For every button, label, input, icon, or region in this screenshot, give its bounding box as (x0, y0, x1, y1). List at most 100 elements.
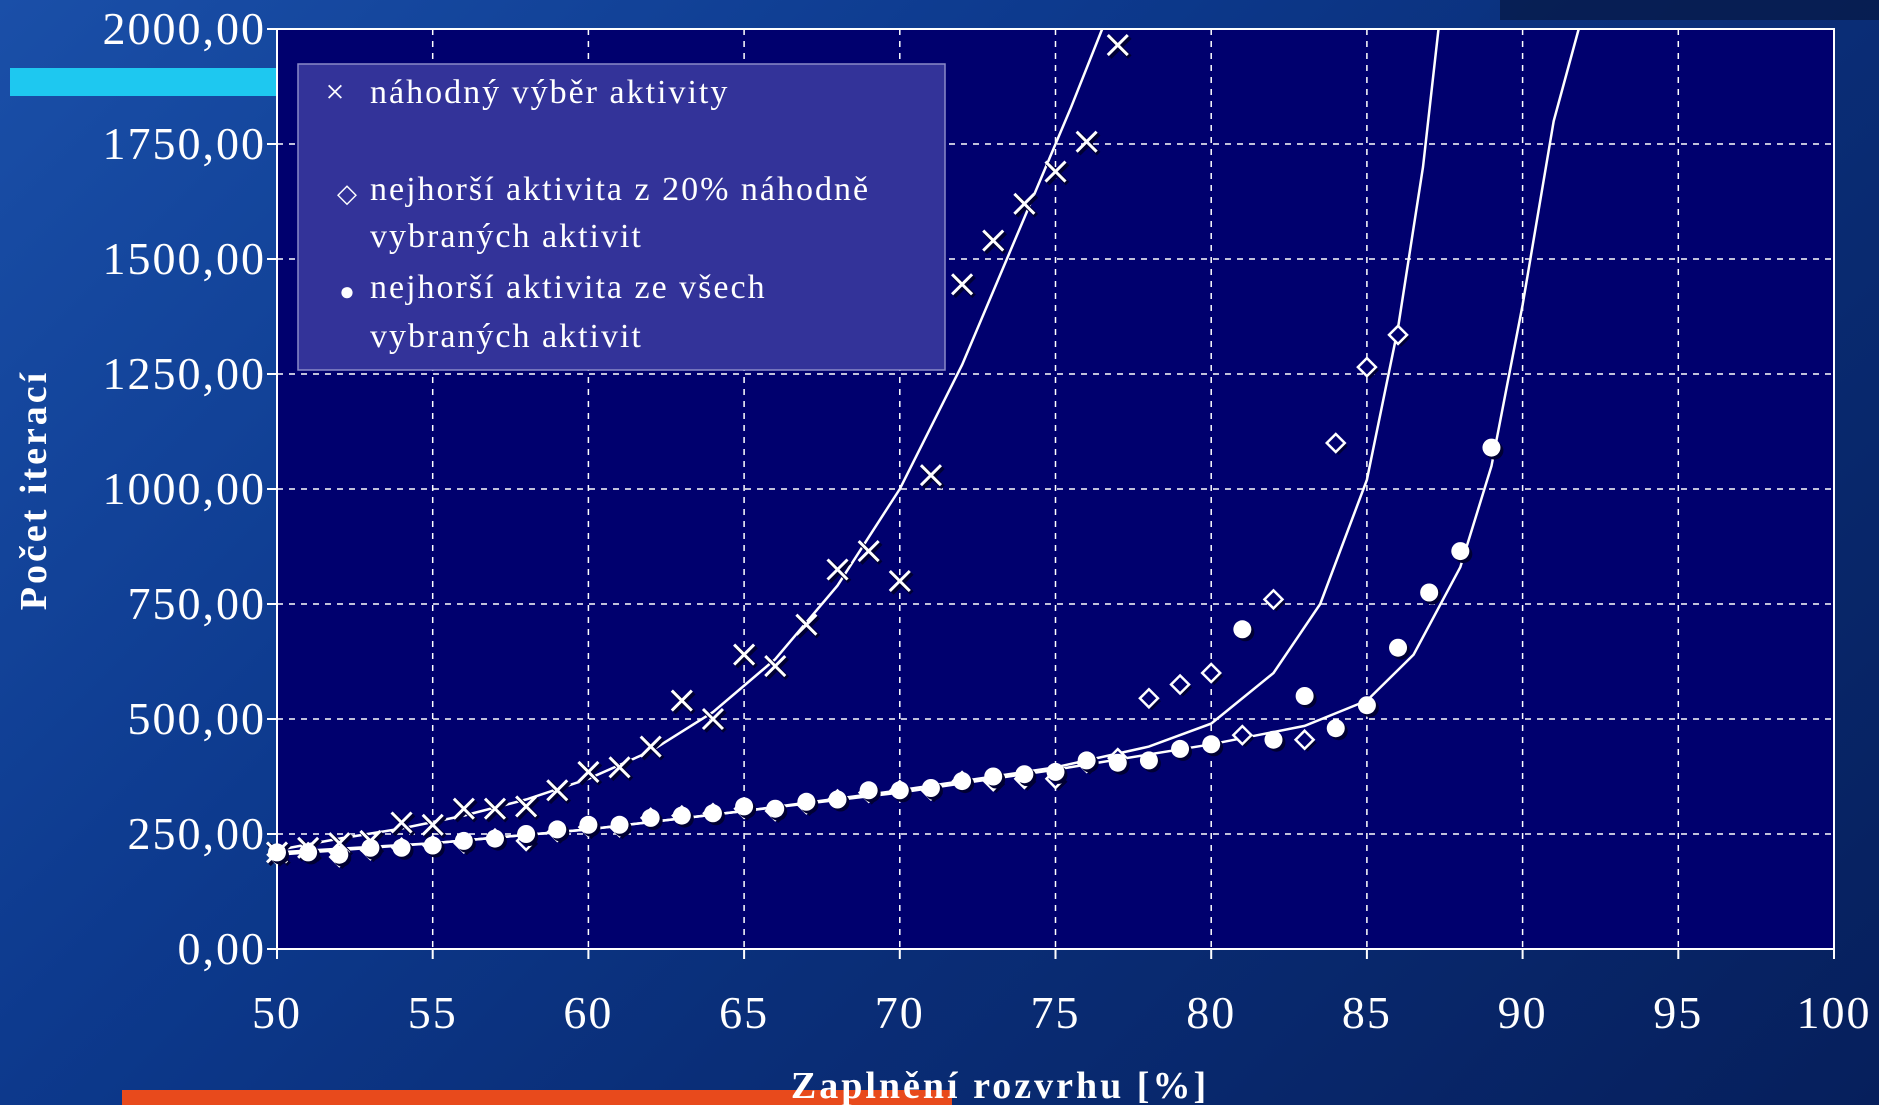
trendline-series-3 (276, 28, 1580, 856)
point-random-x (483, 797, 509, 823)
point-worst20-diamond (1200, 662, 1224, 685)
trendline-series-1 (276, 28, 1104, 852)
point-worstall-circle (268, 843, 289, 865)
point-random-x (733, 643, 758, 669)
point-worstall-circle (1171, 739, 1193, 761)
legend-label-worstall-line2: vybraných aktivit (370, 318, 643, 355)
y-tick-label: 0,00 (178, 923, 267, 974)
point-worstall-circle (1420, 583, 1442, 605)
point-random-x (1013, 192, 1039, 218)
x-tick-label: 75 (1031, 987, 1081, 1038)
point-worstall-circle (703, 804, 725, 826)
point-random-x (1075, 130, 1101, 156)
x-tick-label: 60 (563, 987, 613, 1038)
point-worstall-circle (548, 820, 570, 842)
point-worstall-circle (1357, 696, 1379, 718)
legend-marker-x: × (325, 74, 346, 111)
point-worstall-circle (1451, 542, 1473, 564)
point-worstall-circle (392, 838, 414, 860)
point-worst20-diamond (1138, 687, 1161, 711)
point-worstall-circle (1046, 762, 1068, 784)
point-random-x (826, 558, 852, 584)
point-worstall-circle (610, 815, 632, 837)
point-worstall-circle (797, 792, 819, 814)
point-worstall-circle (423, 836, 445, 858)
point-worstall-circle (330, 845, 352, 867)
point-worstall-circle (454, 831, 476, 853)
x-tick-label: 80 (1186, 987, 1236, 1038)
x-tick-label: 65 (719, 987, 769, 1038)
point-worstall-circle (1108, 753, 1130, 775)
point-random-x (577, 760, 603, 786)
y-axis-title: Počet iterací (13, 370, 55, 610)
point-worst20-diamond (1231, 724, 1255, 748)
point-worst20-diamond (1262, 588, 1286, 612)
point-worstall-circle (1077, 751, 1099, 773)
point-random-x (795, 613, 821, 639)
y-tick-label: 250,00 (128, 808, 267, 859)
x-tick-label: 95 (1653, 987, 1703, 1038)
point-random-x (982, 229, 1007, 255)
point-worstall-circle (1264, 730, 1286, 752)
point-worstall-circle (1295, 687, 1317, 708)
point-random-x (857, 540, 883, 565)
y-tick-label: 1250,00 (103, 348, 267, 399)
legend-label-random: náhodný výběr aktivity (370, 74, 729, 111)
point-worstall-circle (1015, 765, 1037, 787)
point-random-x (670, 689, 696, 715)
accent-bar-cyan (10, 68, 280, 96)
point-worstall-circle (1326, 719, 1348, 741)
point-worstall-circle (517, 825, 539, 846)
point-worstall-circle (1482, 438, 1504, 460)
point-worstall-circle (984, 767, 1006, 789)
point-worstall-circle (735, 797, 757, 819)
point-worstall-circle (485, 829, 507, 851)
data-markers (265, 34, 1504, 869)
point-worstall-circle (1139, 751, 1161, 773)
x-tick-label: 55 (408, 987, 458, 1038)
y-tick-label: 500,00 (128, 693, 267, 744)
point-random-x (888, 569, 914, 595)
legend-label-worstall-line1: nejhorší aktivita ze všech (370, 269, 767, 306)
point-worst20-diamond (1169, 673, 1193, 697)
point-random-x (1044, 160, 1070, 186)
point-worstall-circle (641, 808, 663, 830)
point-worst20-diamond (1356, 356, 1379, 380)
x-tick-label: 100 (1797, 987, 1872, 1038)
accent-bar-orange (122, 1090, 952, 1105)
axes: 50 55 60 65 70 75 80 85 90 95 1000,00250,00500,007… (103, 3, 1872, 1038)
legend-label-worst20-line2: vybraných aktivit (370, 218, 643, 255)
point-worstall-circle (828, 790, 850, 812)
legend-marker-circle: ● (339, 277, 357, 306)
x-tick-label: 85 (1342, 987, 1392, 1038)
point-worstall-circle (766, 799, 788, 821)
point-worstall-circle (579, 815, 601, 837)
point-worstall-circle (890, 781, 912, 803)
legend-box (297, 63, 946, 371)
y-tick-label: 2000,00 (103, 3, 267, 54)
point-worstall-circle (1233, 620, 1255, 642)
point-random-x (452, 797, 478, 823)
y-tick-label: 750,00 (128, 578, 267, 629)
point-worstall-circle (1389, 638, 1411, 660)
x-axis-title: Zaplnění rozvrhu [%] (791, 1065, 1209, 1105)
point-random-x (608, 756, 634, 782)
point-random-x (951, 273, 976, 299)
legend-label-worst20-line1: nejhorší aktivita z 20% náhodně (370, 171, 870, 208)
legend-marker-diamond: ◇ (337, 179, 359, 208)
point-worst20-diamond (1324, 432, 1348, 455)
point-random-x (639, 735, 665, 761)
point-random-x (1106, 34, 1132, 59)
point-worstall-circle (1202, 735, 1224, 757)
legend: × náhodný výběr aktivity ◇ nejhorší akti… (297, 63, 946, 371)
x-tick-label: 50 (252, 987, 302, 1038)
point-worstall-circle (672, 806, 694, 828)
y-tick-label: 1000,00 (103, 463, 267, 514)
point-random-x (421, 813, 447, 839)
point-worstall-circle (953, 772, 975, 794)
point-worstall-circle (859, 781, 881, 803)
y-tick-label: 1750,00 (103, 118, 267, 169)
point-worstall-circle (299, 843, 321, 865)
point-random-x (515, 795, 540, 821)
